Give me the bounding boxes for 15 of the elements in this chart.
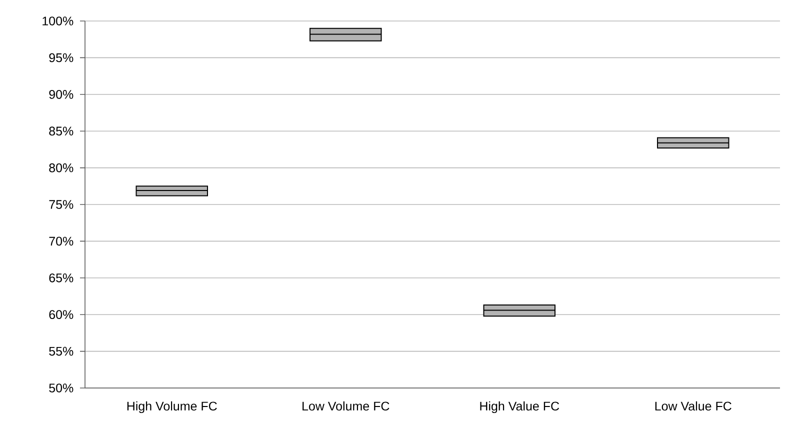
y-tick-label: 60% bbox=[49, 310, 74, 320]
x-tick-label: Low Volume FC bbox=[302, 401, 390, 411]
y-tick-label: 65% bbox=[49, 273, 74, 282]
y-tick-label: 100% bbox=[42, 16, 74, 26]
y-tick-label: 55% bbox=[49, 346, 74, 356]
x-tick-label: High Volume FC bbox=[127, 401, 217, 414]
y-tick-label: 75% bbox=[49, 200, 74, 209]
y-tick-label: 90% bbox=[49, 90, 74, 99]
x-tick-label: Low Value FC bbox=[655, 401, 732, 411]
y-tick-label: 50% bbox=[49, 384, 74, 392]
y-tick-label: 85% bbox=[49, 126, 74, 136]
y-tick-label: 70% bbox=[49, 236, 74, 246]
x-tick-label: High Value FC bbox=[480, 401, 560, 414]
y-tick-label: 80% bbox=[49, 163, 74, 172]
y-tick-label: 95% bbox=[49, 53, 74, 62]
